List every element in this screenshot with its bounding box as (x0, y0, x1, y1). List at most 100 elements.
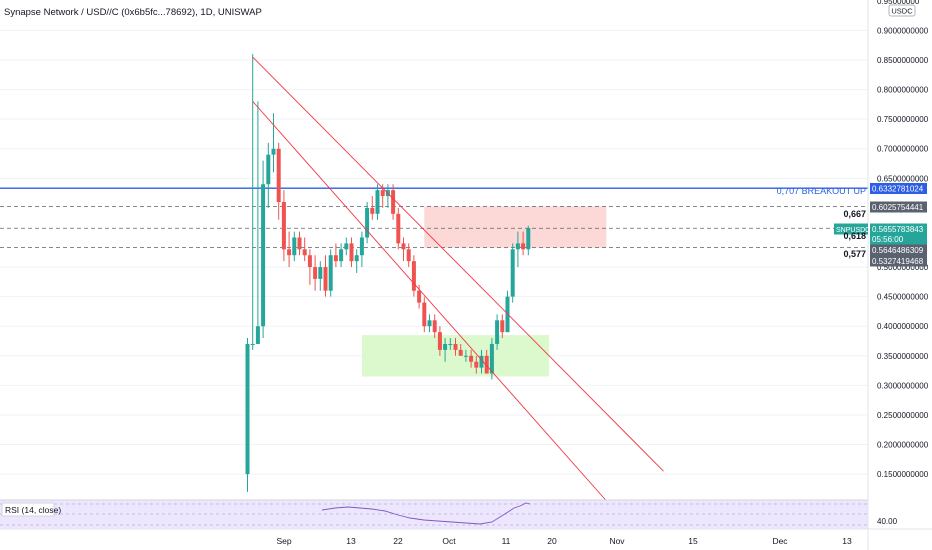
candle (495, 314, 500, 350)
candle-body (453, 343, 458, 350)
price-tick: 0.3000000000 (877, 381, 929, 390)
breakout-label: 0,707 BREAKOUT UP (777, 186, 866, 196)
price-tick: 0.8000000000 (877, 86, 929, 95)
time-tick: 13 (842, 536, 852, 546)
candle-body (458, 349, 463, 356)
candle (313, 255, 318, 291)
candle (427, 314, 432, 333)
candle-body (307, 255, 312, 268)
candle-body (448, 343, 453, 345)
candle-body (245, 343, 250, 475)
candle (375, 184, 380, 220)
candle (526, 225, 531, 256)
price-tick: 0.3500000000 (877, 352, 929, 361)
candle (302, 237, 307, 262)
time-tick: 11 (502, 536, 511, 546)
time-tick: Dec (772, 536, 788, 546)
time-tick: 20 (547, 536, 557, 546)
time-tick: 15 (688, 536, 698, 546)
rsi-bands (0, 503, 868, 526)
candle (281, 190, 286, 262)
trendline-1[interactable] (252, 56, 664, 472)
level-0-667: 0,667 (843, 209, 866, 219)
candle-body (349, 243, 354, 262)
time-tick: Sep (276, 536, 291, 546)
candle (307, 249, 312, 285)
currency-badge[interactable] (888, 4, 916, 17)
candle (463, 349, 468, 362)
candle-body (443, 343, 448, 350)
label-0-633-bg (870, 183, 927, 194)
candle-body (417, 290, 422, 303)
candle (443, 338, 448, 362)
candle (333, 243, 338, 268)
price-axis[interactable]: 0.95000000 0.9000000000 0.8500000000 0.8000… (877, 0, 929, 479)
label-0-565: 0.5646486309 (872, 246, 924, 255)
currency-badge-label: USDC (891, 7, 913, 16)
candle-body (292, 237, 297, 256)
candle-body (313, 267, 318, 279)
candles (245, 54, 531, 492)
candle-body (427, 320, 432, 327)
candle-body (495, 320, 500, 344)
candle (432, 314, 437, 339)
time-tick: 22 (393, 536, 403, 546)
candle-body (302, 249, 307, 256)
time-axis[interactable]: Sep 13 22 Oct 11 20 Nov 15 Dec 13 (276, 536, 852, 546)
label-0-533-bg (870, 255, 927, 267)
candle (323, 255, 328, 297)
trendline-2[interactable] (252, 101, 607, 502)
price-tick-partial: 0.95000000 (877, 0, 920, 6)
candle (297, 231, 302, 256)
candle-body (354, 255, 359, 262)
price-tick: 0.9000000000 (877, 26, 929, 35)
candle-body (484, 355, 489, 374)
candle-body (515, 243, 520, 250)
resistance-zone[interactable] (424, 206, 607, 248)
time-tick: Nov (609, 536, 625, 546)
label-last-price: 0.5655783843 (872, 225, 924, 234)
candle (500, 314, 505, 339)
label-snpusdc-symbol-bg (834, 223, 868, 235)
candle-body (521, 243, 526, 250)
rsi-axis-value: 40.00 (877, 517, 898, 526)
candle-body (318, 267, 323, 279)
chart-title: Synapse Network / USD//C (0x6b5fc...7869… (4, 7, 262, 18)
candle-body (375, 190, 380, 214)
price-tick: 0.5000000000 (877, 263, 929, 272)
trendlines (252, 56, 664, 502)
candle (411, 255, 416, 297)
time-tick: Oct (442, 536, 456, 546)
candle (469, 349, 474, 368)
candle-body (271, 148, 276, 155)
candle (510, 243, 515, 303)
candle (422, 296, 427, 333)
price-labels: 0.6332781024 0.6025754441 SNPUSDC 0.5655783… (834, 183, 927, 267)
candle-body (489, 343, 494, 374)
label-0-565-bg (870, 244, 927, 256)
candle-body (526, 228, 531, 250)
candle-body (479, 355, 484, 368)
candle-body (344, 243, 349, 250)
candle-body (391, 190, 396, 214)
candle-body (401, 243, 406, 250)
level-0-577: 0,577 (843, 249, 866, 259)
price-tick: 0.2500000000 (877, 411, 929, 420)
price-tick: 0.7500000000 (877, 115, 929, 124)
candle-body (339, 249, 344, 262)
candle (370, 196, 375, 220)
candle (359, 231, 364, 268)
grid (0, 29, 868, 475)
candle-body (396, 213, 401, 244)
candle-body (411, 261, 416, 291)
time-tick: 13 (346, 536, 356, 546)
candle (365, 201, 370, 244)
candle-body (250, 343, 255, 345)
candle (271, 113, 276, 173)
candle (401, 237, 406, 262)
level-0-618: 0,618 (843, 231, 866, 241)
rsi-label-box[interactable] (1, 502, 55, 517)
candle (344, 237, 349, 256)
candle (515, 231, 520, 268)
